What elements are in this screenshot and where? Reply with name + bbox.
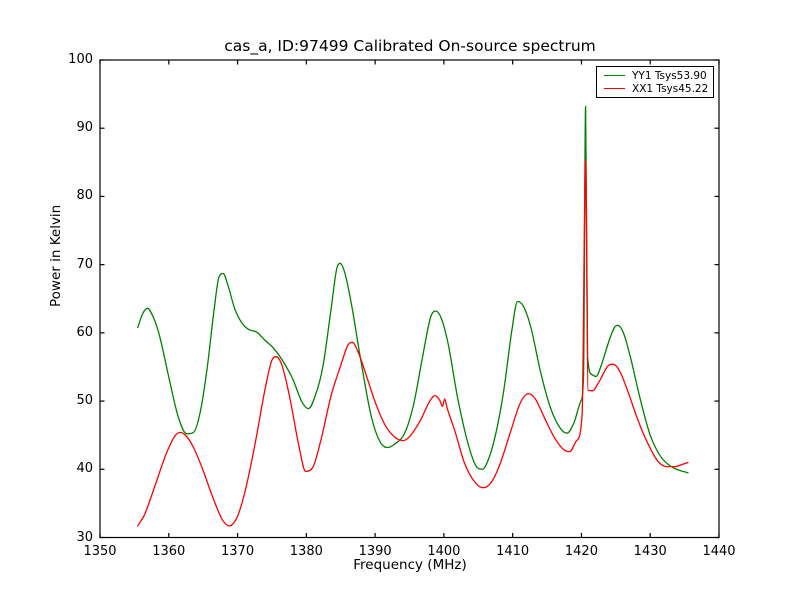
x-tick-label: 1350 [83,543,117,559]
y-tick-label: 40 [76,461,93,477]
x-tick-label: 1390 [358,543,392,559]
legend: YY1 Tsys53.90 XX1 Tsys45.22 [596,66,714,98]
x-tick-label: 1380 [289,543,323,559]
series-line-yy1 [137,105,689,474]
series-line-xx1 [137,159,689,527]
legend-label-xx1: XX1 Tsys45.22 [632,82,709,95]
y-tick-label: 90 [76,120,93,136]
x-tick-label: 1430 [633,543,667,559]
y-tick-label: 80 [76,188,93,204]
xx1-line-swatch-icon [604,88,625,89]
legend-label-yy1: YY1 Tsys53.90 [632,69,707,82]
x-tick-label: 1440 [702,543,736,559]
x-tick-label: 1370 [221,543,255,559]
x-axis-label: Frequency (MHz) [353,557,467,573]
yy1-line-swatch-icon [604,75,625,76]
x-tick-label: 1360 [152,543,186,559]
legend-entry-yy1: YY1 Tsys53.90 [604,69,709,82]
y-tick-label: 60 [76,324,93,340]
y-tick-label: 30 [76,529,93,545]
y-tick-label: 70 [76,256,93,272]
x-tick-label: 1410 [496,543,530,559]
y-tick-label: 50 [76,393,93,409]
y-axis-label: Power in Kelvin [48,204,64,307]
legend-entry-xx1: XX1 Tsys45.22 [604,82,709,95]
x-tick-label: 1420 [564,543,598,559]
axes-border [99,59,720,539]
y-tick-label: 100 [68,52,93,67]
chart-title: cas_a, ID:97499 Calibrated On-source spe… [224,37,596,55]
x-tick-label: 1400 [427,543,461,559]
